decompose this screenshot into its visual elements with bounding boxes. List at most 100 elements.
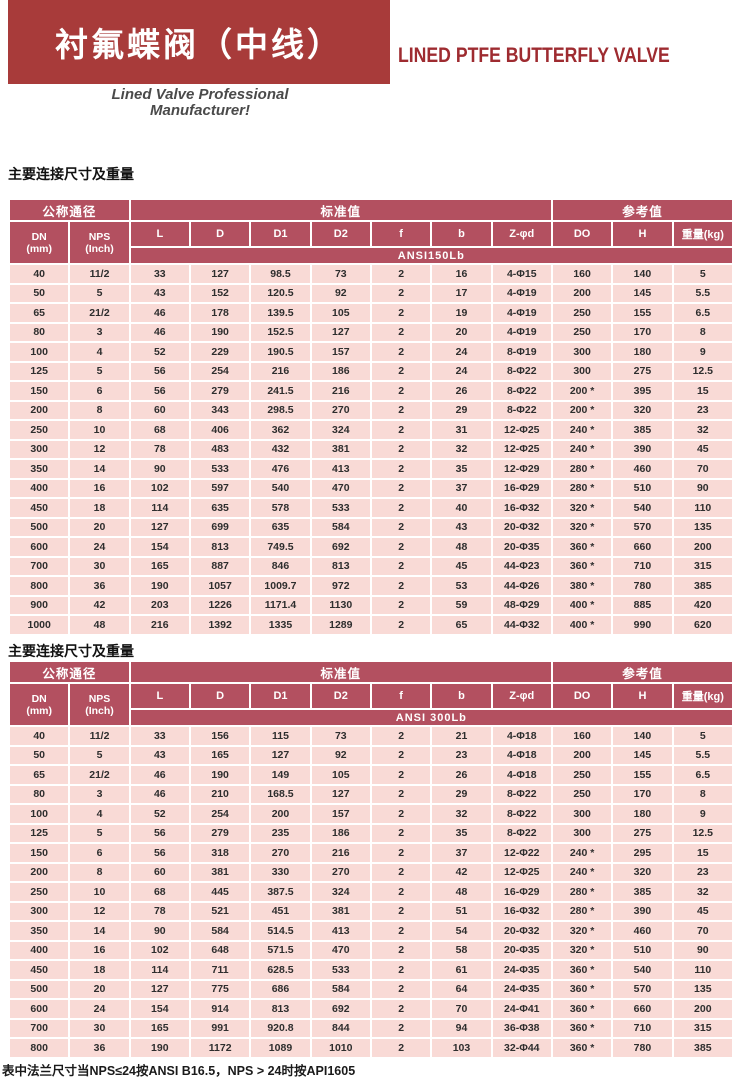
table-cell: 8-Φ22 (492, 824, 551, 842)
table-cell: 235 (251, 824, 310, 842)
table-cell: 165 (190, 746, 250, 764)
table-cell: 813 (190, 538, 250, 556)
table-cell: 450 (10, 961, 69, 979)
table-cell: 12-Φ29 (492, 460, 551, 478)
table-cell: 120.5 (251, 284, 310, 302)
table-cell: 23 (673, 863, 732, 881)
table-row: 150 6 56 318 270 216 2 37 12-Φ22 240 * 295 15 (10, 844, 732, 862)
dimension-table-ansi300lb: 公称通径 标准值 参考值 DN (mm) NPS (Inch) L D D1 D2 f b Z-φd DO H… (8, 660, 734, 1059)
table-row: 300 12 78 521 451 381 2 51 16-Φ32 280 * 390 45 (10, 902, 732, 920)
table-cell: 40 (10, 265, 69, 283)
table-cell: 8-Φ19 (492, 343, 551, 361)
table-cell: 16 (70, 941, 129, 959)
table-cell: 400 (10, 941, 69, 959)
table-cell: 60 (130, 401, 189, 419)
table-cell: 813 (251, 1000, 310, 1018)
table-cell: 40 (10, 727, 69, 745)
table-cell: 2 (371, 922, 431, 940)
table-cell: 46 (130, 323, 189, 341)
table-cell: 200 (552, 284, 612, 302)
table-cell: 692 (311, 1000, 370, 1018)
group-header: 参考值 (552, 662, 732, 682)
table-row: 600 24 154 914 813 692 2 70 24-Φ41 360 * 660 200 (10, 1000, 732, 1018)
table-cell: 2 (371, 577, 431, 595)
table-cell: 533 (311, 961, 370, 979)
table-cell: 5 (70, 824, 129, 842)
table-cell: 2 (371, 421, 431, 439)
table-cell: 16-Φ29 (492, 479, 551, 497)
table-cell: 52 (130, 343, 189, 361)
column-header: DO (552, 222, 612, 246)
table-cell: 5 (673, 727, 732, 745)
table-cell: 170 (613, 323, 672, 341)
table-cell: 23 (673, 401, 732, 419)
table-cell: 395 (613, 382, 672, 400)
table-cell: 250 (552, 766, 612, 784)
table-cell: 300 (10, 440, 69, 458)
table-cell: 21 (432, 727, 491, 745)
table-cell: 105 (311, 766, 370, 784)
table-cell: 12.5 (673, 824, 732, 842)
table-cell: 380 * (552, 577, 612, 595)
table-cell: 990 (613, 616, 672, 634)
table-cell: 186 (311, 824, 370, 842)
table-cell: 9 (673, 343, 732, 361)
table-cell: 5 (673, 265, 732, 283)
table-cell: 300 (552, 362, 612, 380)
table-cell: 31 (432, 421, 491, 439)
table-cell: 35 (432, 460, 491, 478)
table-cell: 65 (10, 304, 69, 322)
table-cell: 30 (70, 557, 129, 575)
column-header: D2 (311, 684, 370, 708)
table-cell: 152.5 (251, 323, 310, 341)
table-cell: 279 (190, 824, 250, 842)
table-cell: 972 (311, 577, 370, 595)
table-cell: 887 (190, 557, 250, 575)
table-row: 800 36 190 1057 1009.7 972 2 53 44-Φ26 380 * 780 38… (10, 577, 732, 595)
table-cell: 270 (311, 863, 370, 881)
table-cell: 140 (613, 265, 672, 283)
table-cell: 56 (130, 382, 189, 400)
table-cell: 318 (190, 844, 250, 862)
table-cell: 8-Φ22 (492, 785, 551, 803)
table-row: 350 14 90 533 476 413 2 35 12-Φ29 280 * 460 70 (10, 460, 732, 478)
table-cell: 381 (190, 863, 250, 881)
table-cell: 114 (130, 499, 189, 517)
pressure-class-band: ANSI150Lb (130, 248, 732, 263)
table-cell: 127 (251, 746, 310, 764)
column-header: H (613, 222, 672, 246)
table-cell: 216 (251, 362, 310, 380)
table-cell: 780 (613, 577, 672, 595)
table-cell: 385 (673, 1039, 732, 1057)
table-cell: 100 (10, 805, 69, 823)
table-cell: 400 (10, 479, 69, 497)
table-cell: 6 (70, 382, 129, 400)
table-cell: 1226 (190, 596, 250, 614)
table-cell: 94 (432, 1019, 491, 1037)
table-cell: 73 (311, 265, 370, 283)
table-cell: 23 (432, 746, 491, 764)
table-cell: 320 * (552, 518, 612, 536)
table-cell: 420 (673, 596, 732, 614)
table-cell: 48-Φ29 (492, 596, 551, 614)
table-cell: 200 (552, 746, 612, 764)
table-cell: 2 (371, 1039, 431, 1057)
table-cell: 33 (130, 727, 189, 745)
table-cell: 70 (673, 922, 732, 940)
table-cell: 51 (432, 902, 491, 920)
table-cell: 14 (70, 922, 129, 940)
table-cell: 2 (371, 382, 431, 400)
table-cell: 540 (613, 961, 672, 979)
table-cell: 846 (251, 557, 310, 575)
table-cell: 1000 (10, 616, 69, 634)
table-cell: 102 (130, 941, 189, 959)
table-cell: 800 (10, 1039, 69, 1057)
table-cell: 53 (432, 577, 491, 595)
table-cell: 470 (311, 479, 370, 497)
table-cell: 298.5 (251, 401, 310, 419)
table-cell: 570 (613, 518, 672, 536)
table-cell: 127 (311, 323, 370, 341)
table-cell: 210 (190, 785, 250, 803)
table-cell: 2 (371, 883, 431, 901)
table-cell: 324 (311, 421, 370, 439)
